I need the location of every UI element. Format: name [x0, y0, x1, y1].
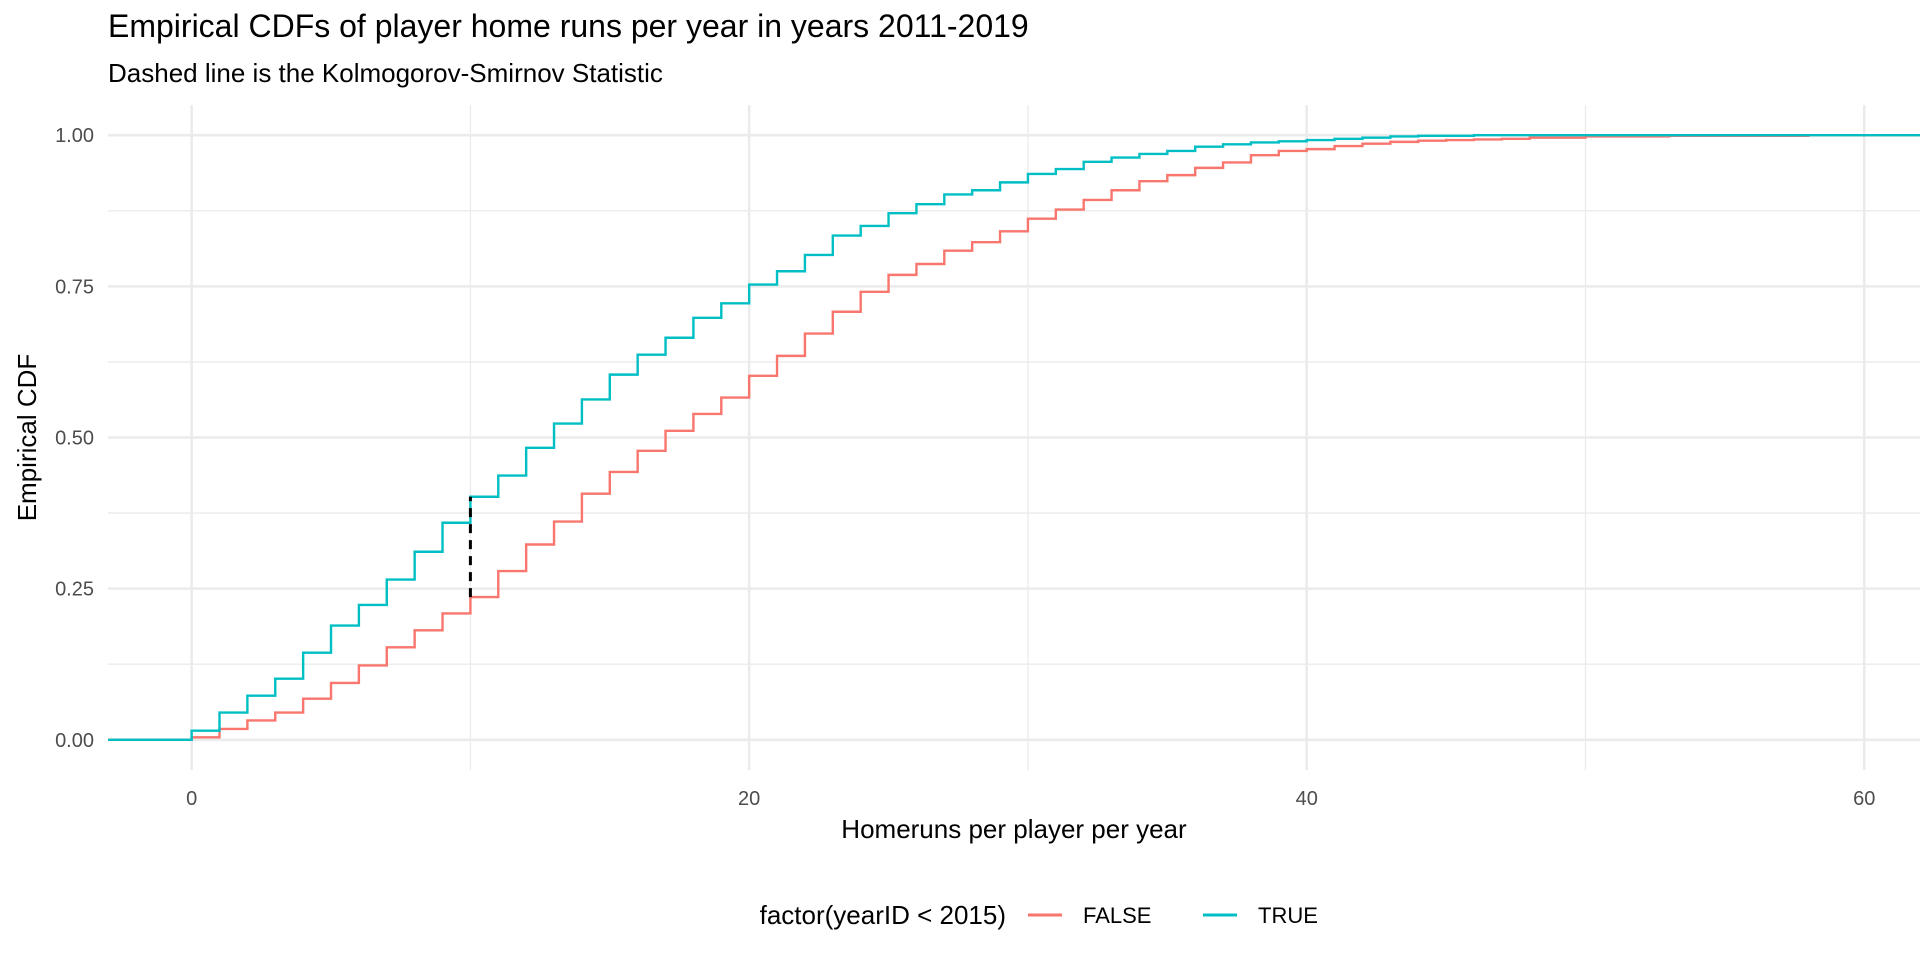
y-tick-label: 0.75 — [55, 276, 94, 298]
x-tick-label: 60 — [1853, 788, 1875, 810]
legend-title: factor(yearID < 2015) — [760, 900, 1006, 930]
legend: factor(yearID < 2015) FALSE TRUE — [760, 900, 1318, 930]
series-line-true — [108, 134, 1920, 741]
y-tick-label: 0.25 — [55, 579, 94, 601]
series-layer — [108, 134, 1920, 741]
grid-lines — [108, 105, 1920, 770]
series-line-false — [108, 134, 1920, 741]
y-axis-ticks: 0.00 0.25 0.50 0.75 1.00 — [55, 125, 94, 752]
y-axis-title: Empirical CDF — [12, 354, 42, 522]
y-tick-label: 0.00 — [55, 730, 94, 752]
x-axis-ticks: 0 20 40 60 — [186, 788, 1875, 810]
y-tick-label: 1.00 — [55, 125, 94, 147]
chart-title: Empirical CDFs of player home runs per y… — [108, 8, 1029, 44]
legend-label-false: FALSE — [1083, 903, 1151, 928]
x-tick-label: 40 — [1296, 788, 1318, 810]
legend-label-true: TRUE — [1258, 903, 1318, 928]
chart-subtitle: Dashed line is the Kolmogorov-Smirnov St… — [108, 58, 663, 88]
x-tick-label: 20 — [738, 788, 760, 810]
x-tick-label: 0 — [186, 788, 197, 810]
y-tick-label: 0.50 — [55, 428, 94, 450]
x-axis-title: Homeruns per player per year — [841, 814, 1187, 844]
